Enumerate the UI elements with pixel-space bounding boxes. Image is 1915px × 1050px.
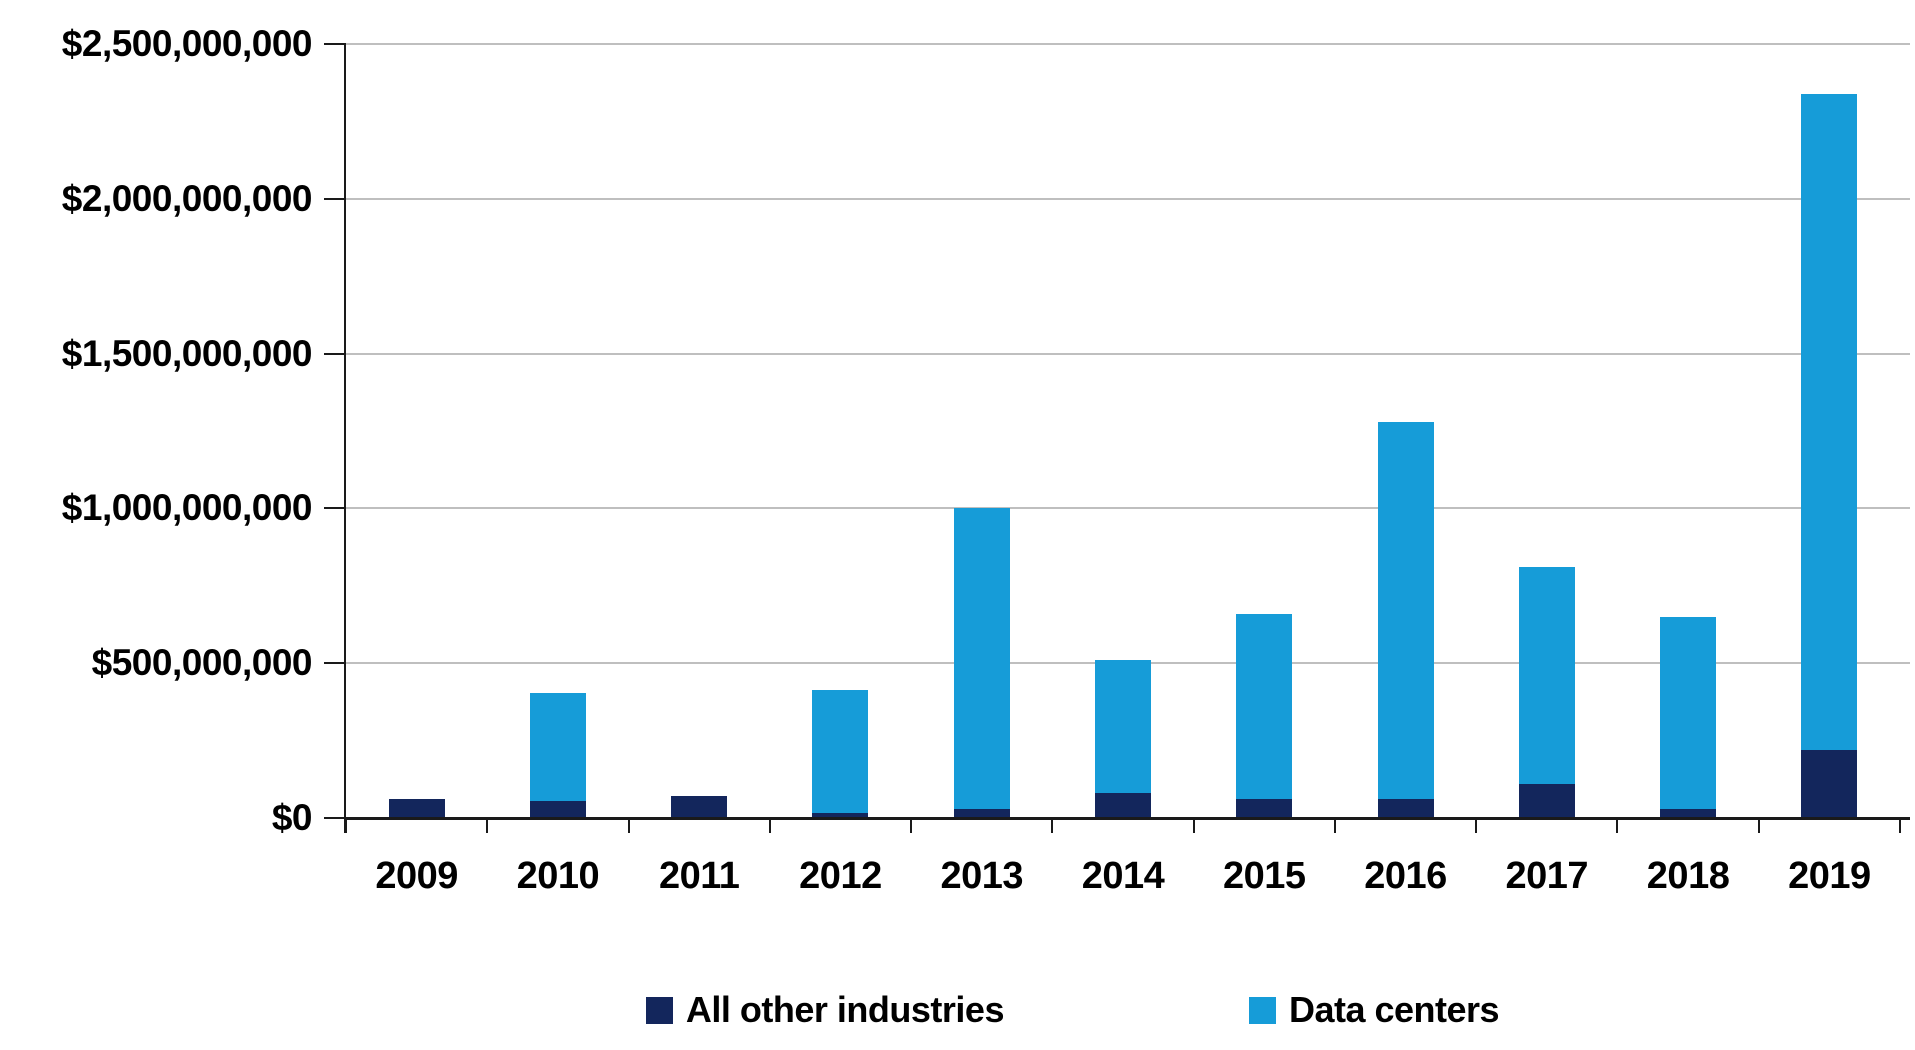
legend: All other industries Data centers: [115, 982, 1915, 1038]
x-axis-tick-label: 2011: [658, 855, 740, 897]
bar-segment-all-other-industries-2017: [1518, 783, 1575, 818]
bar-segment-data-centers-2015: [1236, 613, 1293, 800]
bar-segment-data-centers-2013: [953, 508, 1010, 809]
bar-segment-all-other-industries-2011: [671, 796, 728, 818]
x-axis-tick: [486, 818, 489, 833]
bar-segment-all-other-industries-2012: [812, 813, 869, 818]
y-axis-tick-label: $1,500,000,000: [61, 332, 313, 374]
bar-segment-all-other-industries-2015: [1236, 799, 1293, 818]
gridline: [346, 507, 1910, 510]
x-axis-tick-label: 2014: [1081, 855, 1165, 897]
x-axis-tick: [910, 818, 913, 833]
y-axis-tick: [324, 662, 346, 665]
gridline: [346, 43, 1910, 45]
x-axis-tick-label: 2015: [1222, 855, 1306, 897]
legend-item-all-other-industries: All other industries: [645, 989, 1005, 1031]
gridline: [346, 197, 1910, 200]
x-axis-tick-label: 2009: [375, 855, 458, 897]
x-axis-tick: [1757, 818, 1760, 833]
y-axis-tick: [324, 352, 346, 355]
bar-segment-all-other-industries-2010: [529, 800, 586, 818]
y-axis-tick: [324, 43, 346, 45]
x-axis-tick-label: 2018: [1646, 855, 1730, 897]
x-axis-tick: [1051, 818, 1054, 833]
y-axis-tick-label: $2,500,000,000: [61, 23, 313, 64]
x-axis-tick-label: 2012: [799, 855, 882, 897]
bar-segment-all-other-industries-2018: [1660, 808, 1717, 818]
x-axis-tick-label: 2016: [1364, 855, 1447, 897]
legend-swatch-all-other-industries-icon: [645, 996, 673, 1024]
x-axis-tick: [345, 818, 347, 833]
y-axis-tick: [324, 817, 346, 819]
bar-segment-all-other-industries-2019: [1801, 749, 1858, 818]
y-axis-tick-label: $0: [271, 797, 313, 838]
x-axis-tick: [627, 818, 630, 833]
y-axis-tick-label: $2,000,000,000: [61, 177, 313, 219]
y-axis-tick: [324, 507, 346, 510]
x-axis-tick: [768, 818, 771, 833]
bar-segment-data-centers-2019: [1801, 93, 1858, 750]
bar-segment-data-centers-2016: [1377, 421, 1434, 800]
bar-segment-data-centers-2014: [1095, 660, 1151, 794]
legend-item-data-centers: Data centers: [1248, 989, 1500, 1031]
y-axis-tick-label: $500,000,000: [91, 642, 313, 684]
gridline: [346, 352, 1910, 355]
legend-label: Data centers: [1288, 989, 1500, 1030]
x-axis-tick: [1192, 818, 1195, 833]
y-axis-tick-label: $1,000,000,000: [61, 487, 313, 529]
y-axis-tick: [324, 197, 346, 200]
x-axis-tick: [1899, 818, 1901, 833]
bar-segment-all-other-industries-2016: [1377, 799, 1434, 818]
bar-segment-data-centers-2017: [1518, 567, 1575, 784]
bar-segment-all-other-industries-2013: [953, 808, 1010, 818]
bar-segment-data-centers-2018: [1660, 616, 1717, 809]
bar-segment-all-other-industries-2014: [1095, 793, 1151, 818]
x-axis-tick: [1616, 818, 1619, 833]
bar-segment-data-centers-2012: [812, 689, 869, 814]
x-axis-tick-label: 2019: [1788, 855, 1871, 897]
x-axis-line: [346, 817, 1910, 820]
x-axis-tick: [1333, 818, 1336, 833]
legend-label: All other industries: [685, 989, 1005, 1030]
legend-swatch-data-centers-icon: [1248, 996, 1276, 1024]
x-axis-tick-label: 2013: [940, 855, 1023, 897]
bar-segment-data-centers-2010: [529, 692, 586, 801]
x-axis-tick: [1475, 818, 1478, 833]
bar-segment-all-other-industries-2009: [388, 799, 445, 818]
x-axis-tick-label: 2017: [1505, 855, 1589, 897]
y-axis-line: [344, 44, 346, 833]
x-axis-tick-label: 2010: [516, 855, 600, 897]
